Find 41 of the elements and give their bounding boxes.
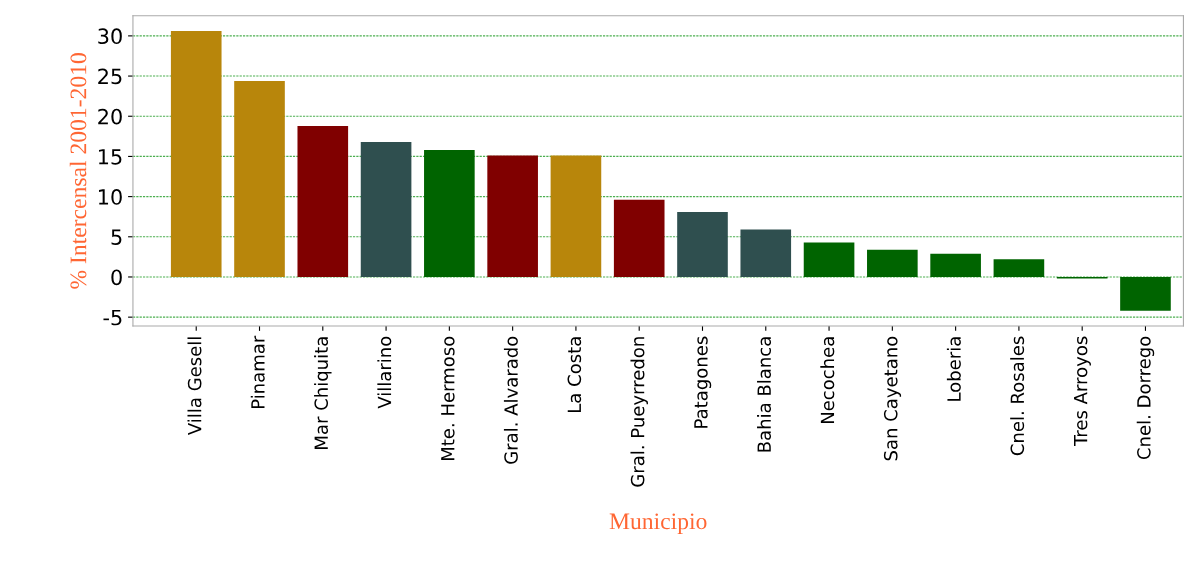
y-tick-label: 25: [98, 68, 122, 85]
bar: [740, 229, 792, 277]
x-tick-label: Necochea: [820, 337, 835, 424]
bar: [930, 253, 981, 277]
bar: [993, 259, 1045, 277]
bar: [550, 155, 602, 277]
x-tick-label: Pinamar: [250, 335, 265, 409]
x-tick-label: Mte. Hermoso: [441, 336, 455, 461]
bar: [297, 125, 349, 277]
x-tick-label: Loberia: [946, 337, 961, 401]
x-tick-label: Patagones: [694, 336, 712, 428]
bar: [803, 242, 855, 277]
x-tick-label: Villa Gesell: [187, 337, 202, 436]
x-tick-label: Bahia Blanca: [757, 337, 772, 452]
bar: [170, 31, 222, 277]
y-tick-label: 10: [99, 189, 122, 205]
bar: [1120, 276, 1171, 311]
x-tick-label: Cnel. Dorrego: [1136, 336, 1155, 460]
x-tick-label: Mar Chiquita: [314, 337, 332, 449]
y-tick-label: 15: [99, 149, 122, 165]
y-axis-title: % Intercensal 2001-2010: [69, 53, 87, 289]
x-tick-label: Villarino: [377, 336, 392, 409]
x-tick-label: Gral. Alvarado: [503, 336, 518, 464]
bar: [424, 150, 475, 277]
y-tick-label: 20: [98, 108, 122, 125]
x-tick-label: Cnel. Rosales: [1010, 336, 1025, 456]
y-tick-label: 5: [111, 229, 122, 245]
x-tick-label: La Costa: [567, 337, 582, 413]
bar: [360, 141, 412, 277]
bar: [867, 249, 918, 277]
x-axis-title: Municipio: [609, 513, 707, 535]
bar: [613, 199, 665, 277]
bar: [677, 211, 728, 277]
bar: [487, 155, 538, 277]
x-tick-label: San Cayetano: [883, 336, 902, 461]
x-tick-label: Tres Arroyos: [1074, 336, 1091, 447]
y-tick-label: 0: [111, 269, 122, 286]
y-tick-label: 30: [98, 28, 122, 45]
y-tick-label: -5: [103, 309, 122, 326]
bar: [234, 80, 285, 277]
x-tick-label: Gral. Pueyrredon: [630, 337, 648, 487]
